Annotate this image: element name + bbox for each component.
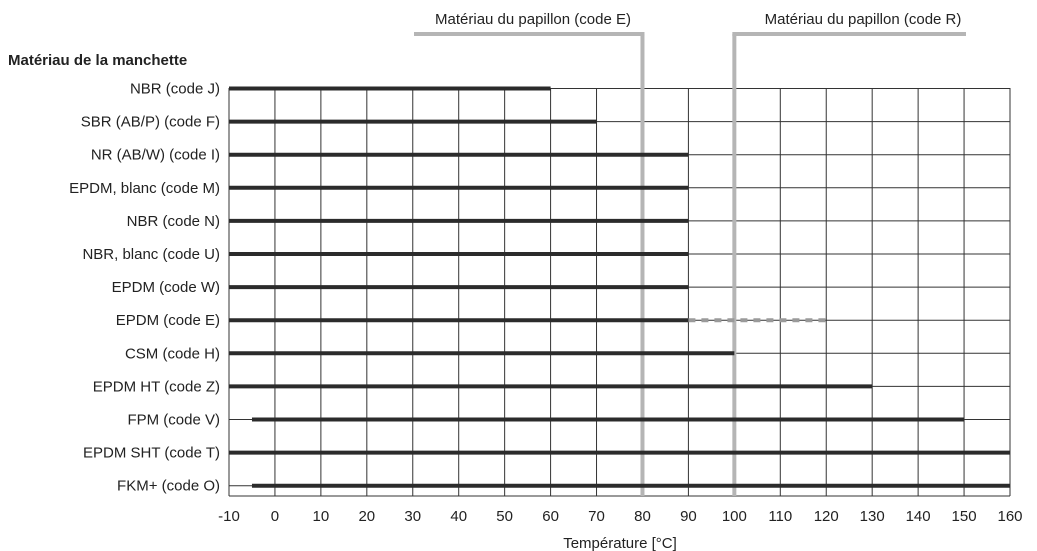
row-labels: NBR (code J) SBR (AB/P) (code F) NR (AB/W)… <box>69 81 220 495</box>
x-tick-labels: -10 0 10 20 30 40 50 60 70 80 90 100 110 120 130 140 150… <box>218 508 1022 525</box>
reference-lines: Matériau du papillon (code E) Matériau du… <box>414 11 966 496</box>
x-tick-label: 110 <box>768 508 792 525</box>
x-tick-label: 40 <box>450 508 467 525</box>
x-tick-label: 10 <box>313 508 330 525</box>
row-label: CSM (code H) <box>125 345 220 362</box>
row-label: SBR (AB/P) (code F) <box>81 114 220 131</box>
row-label: NBR (code N) <box>127 213 220 230</box>
reference-label: Matériau du papillon (code E) <box>435 11 631 28</box>
grid <box>228 88 1011 497</box>
row-label: NBR (code J) <box>130 81 220 98</box>
x-tick-label: 60 <box>542 508 559 525</box>
row-label: FKM+ (code O) <box>117 478 220 495</box>
x-tick-label: 90 <box>680 508 697 525</box>
row-label: EPDM (code E) <box>116 312 220 329</box>
x-tick-label: 20 <box>358 508 375 525</box>
x-tick-label: 130 <box>860 508 885 525</box>
x-tick-label: 100 <box>722 508 747 525</box>
row-label: EPDM (code W) <box>112 279 220 296</box>
x-tick-label: 140 <box>906 508 931 525</box>
row-label: EPDM SHT (code T) <box>83 445 220 462</box>
bars <box>229 86 1010 488</box>
x-tick-label: 0 <box>271 508 279 525</box>
x-axis-label: Température [°C] <box>563 535 677 551</box>
row-axis-title: Matériau de la manchette <box>8 52 188 69</box>
x-tick-label: 120 <box>814 508 839 525</box>
x-tick-label: 80 <box>634 508 651 525</box>
row-label: FPM (code V) <box>127 412 220 429</box>
x-tick-label: -10 <box>218 508 240 525</box>
reference-label: Matériau du papillon (code R) <box>765 11 962 28</box>
row-label: EPDM, blanc (code M) <box>69 180 220 197</box>
x-tick-label: 30 <box>404 508 421 525</box>
x-tick-label: 150 <box>952 508 977 525</box>
x-tick-label: 50 <box>496 508 513 525</box>
row-label: NR (AB/W) (code I) <box>91 147 220 164</box>
row-label: EPDM HT (code Z) <box>93 378 220 395</box>
x-tick-label: 160 <box>997 508 1022 525</box>
x-tick-label: 70 <box>588 508 605 525</box>
row-label: NBR, blanc (code U) <box>82 246 220 263</box>
